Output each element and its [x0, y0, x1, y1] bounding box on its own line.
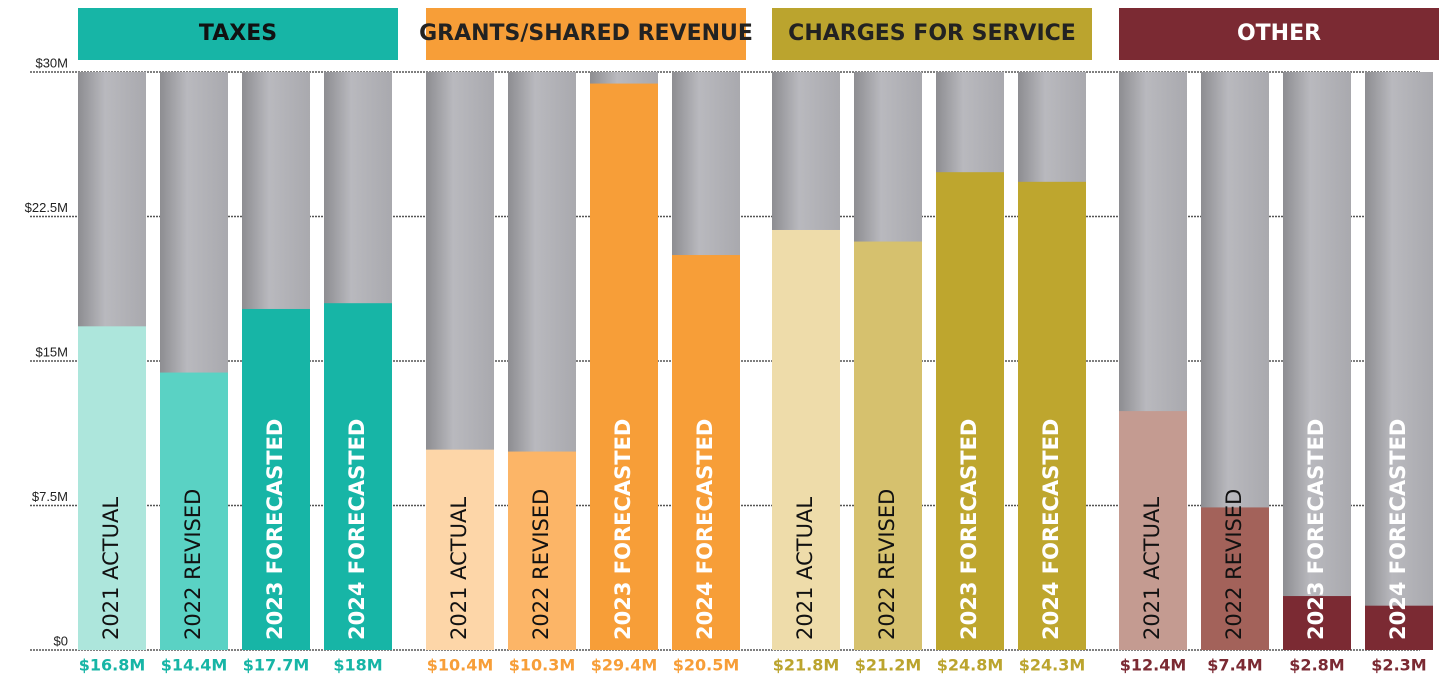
bar-category-label: 2022 REVISED — [1222, 489, 1246, 640]
y-tick-label: $7.5M — [32, 489, 68, 504]
bar — [1283, 596, 1351, 650]
bar — [1201, 507, 1269, 650]
y-tick-label: $0 — [54, 633, 68, 648]
value-label: $21.2M — [855, 656, 922, 675]
value-label: $2.3M — [1371, 656, 1426, 675]
bar — [672, 255, 740, 651]
bar-category-label: 2023 FORECASTED — [611, 419, 635, 640]
value-label: $10.3M — [509, 656, 576, 675]
bar — [78, 326, 146, 650]
bar-category-label: 2023 FORECASTED — [957, 419, 981, 640]
group-title: TAXES — [199, 21, 277, 46]
group-header — [78, 8, 398, 60]
bar-category-label: 2021 ACTUAL — [1140, 497, 1164, 640]
bar — [160, 372, 228, 650]
bar — [242, 308, 310, 650]
bar-category-label: 2021 ACTUAL — [447, 497, 471, 640]
value-label: $7.4M — [1207, 656, 1262, 675]
bar-category-label: 2021 ACTUAL — [99, 497, 123, 640]
group-title: GRANTS/SHARED REVENUE — [419, 21, 753, 46]
y-tick-label: $30M — [35, 55, 68, 70]
y-tick-label: $15M — [35, 344, 68, 359]
bar-category-label: 2022 REVISED — [181, 489, 205, 640]
value-label: $17.7M — [243, 656, 310, 675]
group-header — [772, 8, 1092, 60]
value-label: $2.8M — [1289, 656, 1344, 675]
value-label: $21.8M — [773, 656, 840, 675]
y-tick-label: $22.5M — [25, 200, 68, 215]
value-label: $24.3M — [1019, 656, 1086, 675]
bar-category-label: 2024 FORECASTED — [1039, 419, 1063, 640]
bar — [936, 172, 1004, 651]
group-title: CHARGES FOR SERVICE — [788, 21, 1076, 46]
bar-category-label: 2023 FORECASTED — [263, 419, 287, 640]
bar-category-label: 2023 FORECASTED — [1304, 419, 1328, 640]
bar — [772, 229, 840, 650]
bar-category-label: 2022 REVISED — [875, 489, 899, 640]
bar — [1018, 181, 1086, 650]
group-header — [426, 8, 746, 60]
bar — [1119, 411, 1187, 650]
bar-category-label: 2021 ACTUAL — [793, 497, 817, 640]
value-label: $18M — [333, 656, 382, 675]
value-label: $20.5M — [673, 656, 740, 675]
bar-category-label: 2022 REVISED — [529, 489, 553, 640]
bar-category-label: 2024 FORECASTED — [345, 419, 369, 640]
bar — [1365, 605, 1433, 650]
value-label: $14.4M — [161, 656, 228, 675]
group-title: OTHER — [1237, 21, 1321, 46]
bar-background — [1365, 72, 1433, 650]
bar — [426, 449, 494, 650]
bar — [854, 241, 922, 650]
value-label: $16.8M — [79, 656, 146, 675]
value-label: $24.8M — [937, 656, 1004, 675]
bar — [590, 83, 658, 650]
bar — [508, 451, 576, 650]
value-label: $12.4M — [1120, 656, 1187, 675]
bar-background — [1283, 72, 1351, 650]
value-label: $29.4M — [591, 656, 658, 675]
bar — [324, 303, 392, 650]
bar-category-label: 2024 FORECASTED — [1386, 419, 1410, 640]
value-label: $10.4M — [427, 656, 494, 675]
bar-category-label: 2024 FORECASTED — [693, 419, 717, 640]
group-header — [1119, 8, 1439, 60]
